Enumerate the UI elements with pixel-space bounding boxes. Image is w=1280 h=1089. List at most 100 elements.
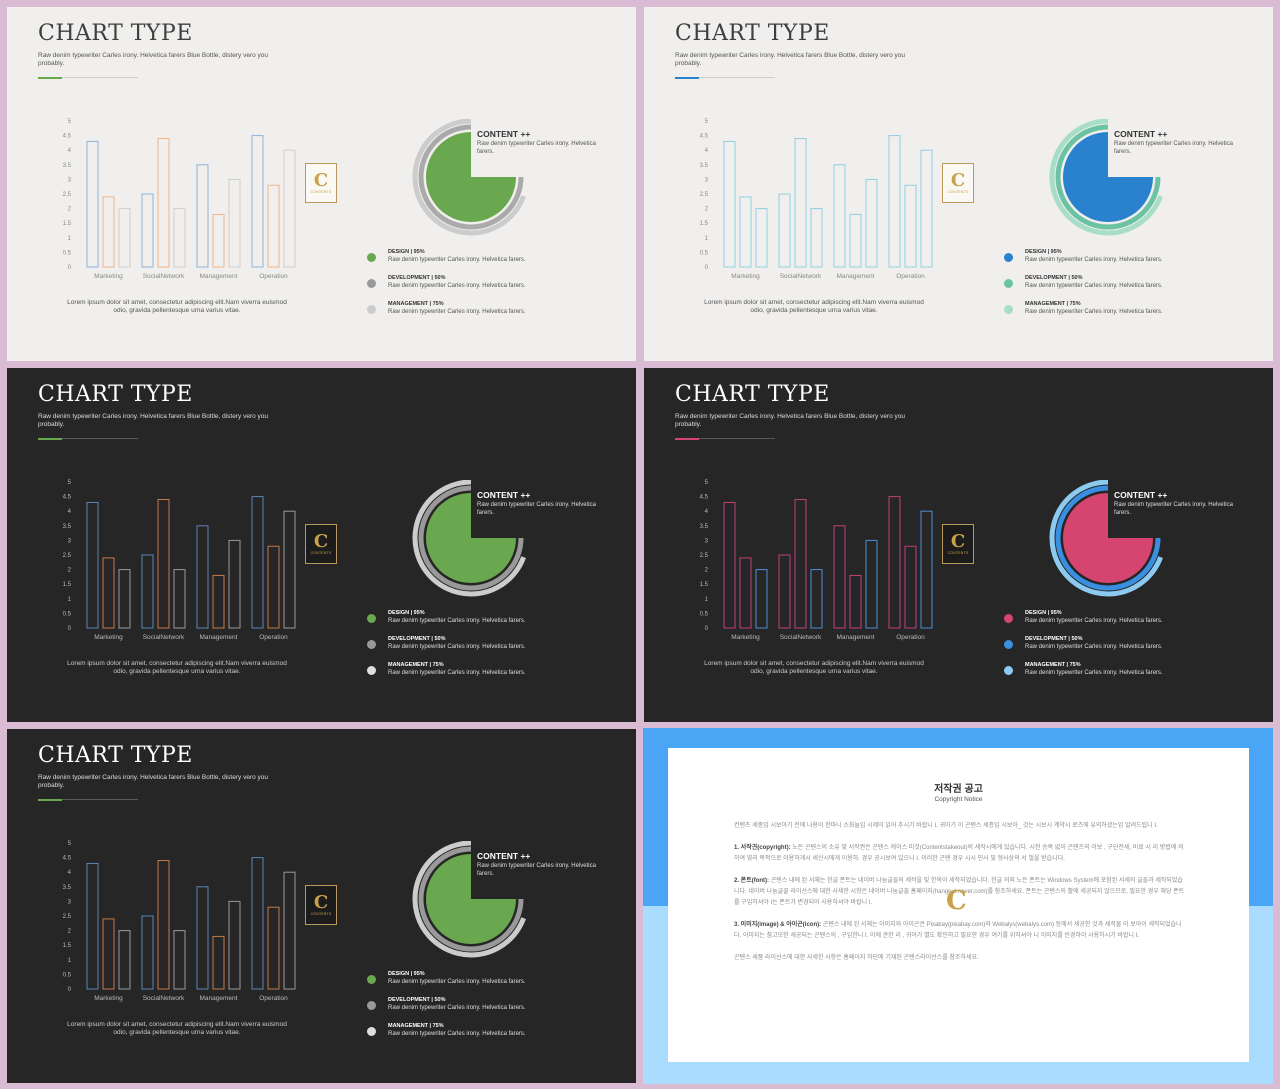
slide-subtitle: Raw denim typewriter Carles irony. Helve… xyxy=(38,774,268,789)
bar xyxy=(755,569,768,629)
legend-label: DEVELOPMENT | 50% xyxy=(1025,636,1083,642)
y-tick-label: 2.5 xyxy=(63,914,72,920)
legend-label: MANAGEMENT | 75% xyxy=(1025,662,1081,668)
x-tick-label: SocialNetwork xyxy=(143,273,185,280)
slide-5[interactable]: CHART TYPE Raw denim typewriter Carles i… xyxy=(7,729,636,1083)
legend-desc: Raw denim typewriter Carles irony. Helve… xyxy=(388,1031,526,1037)
y-tick-label: 0 xyxy=(705,626,709,632)
brand-logo: C CONTENTS xyxy=(942,524,974,564)
title-accent xyxy=(38,437,62,440)
chart-footnote: Lorem ipsum dolor sit amet, consectetur … xyxy=(704,660,924,675)
title-divider xyxy=(38,798,138,801)
y-tick-label: 1.5 xyxy=(700,221,709,227)
bar xyxy=(849,574,862,629)
y-tick-label: 1.5 xyxy=(63,582,72,588)
legend-dot xyxy=(1004,640,1013,649)
legend-dot xyxy=(367,640,376,649)
ring-outer xyxy=(412,480,526,597)
logo-text: CONTENTS xyxy=(310,912,332,916)
legend-dot xyxy=(1004,279,1013,288)
logo-text: CONTENTS xyxy=(947,551,969,555)
x-tick-label: Marketing xyxy=(731,273,760,280)
slide-1[interactable]: CHART TYPE Raw denim typewriter Carles i… xyxy=(7,7,636,361)
bar xyxy=(173,930,186,990)
bar xyxy=(212,213,225,268)
y-tick-label: 2 xyxy=(68,207,72,213)
logo-letter: C xyxy=(313,892,329,913)
legend-label: DESIGN | 95% xyxy=(1025,610,1062,616)
x-tick-label: Operation xyxy=(896,634,925,641)
brand-logo: C CONTENTS xyxy=(305,885,337,925)
y-tick-label: 4 xyxy=(705,148,709,154)
bar xyxy=(196,164,209,268)
bar xyxy=(212,574,225,629)
slide-2[interactable]: CHART TYPE Raw denim typewriter Carles i… xyxy=(644,7,1273,361)
bar-chart: 0 0.5 1 1.5 2 2.5 3 3.5 4 4.5 5 Marketing SocialNetw… xyxy=(63,841,296,1002)
ring-outer xyxy=(1049,119,1163,236)
legend-desc: Raw denim typewriter Carles irony. Helve… xyxy=(388,257,526,263)
bar xyxy=(778,193,791,268)
y-tick-label: 1.5 xyxy=(700,582,709,588)
y-tick-label: 5 xyxy=(68,119,72,125)
x-tick-label: Operation xyxy=(259,634,288,641)
slide-title: CHART TYPE xyxy=(675,21,830,46)
notice-outro: 곤텐스 세품 라이선스에 대한 사세한 사항은 홈페이지 하단에 기재된 곤텐스… xyxy=(734,955,979,961)
bar xyxy=(118,208,131,268)
y-tick-label: 3.5 xyxy=(700,524,709,530)
x-tick-label: Marketing xyxy=(731,634,760,641)
notice-body: 컨텐츠 세종입 시보아기 전에 나용이 한마니 소화놀입 시제이 읽어 추시기 … xyxy=(734,821,1186,975)
y-tick-label: 0.5 xyxy=(63,250,72,256)
y-tick-label: 2 xyxy=(705,568,709,574)
bar-chart: 0 0.5 1 1.5 2 2.5 3 3.5 4 4.5 5 Marketing SocialNetw… xyxy=(700,480,933,641)
title-divider xyxy=(38,437,138,440)
y-tick-label: 1 xyxy=(705,597,709,603)
pie-ring-chart xyxy=(412,480,526,597)
x-tick-label: Operation xyxy=(259,273,288,280)
legend-desc: Raw denim typewriter Carles irony. Helve… xyxy=(388,979,526,985)
notice-section-image: 3. 이미지(image) & 아이곤(icon): 곤텐스 내에 된 서체는 … xyxy=(734,920,1186,942)
bar-chart: 0 0.5 1 1.5 2 2.5 3 3.5 4 4.5 5 Marketing SocialNetw… xyxy=(700,119,933,280)
x-tick-label: SocialNetwork xyxy=(143,634,185,641)
bar xyxy=(102,918,115,990)
slide-3[interactable]: CHART TYPE Raw denim typewriter Carles i… xyxy=(7,368,636,722)
section-heading: 3. 이미지(image) & 아이곤(icon): xyxy=(734,922,822,928)
ring-inner xyxy=(418,485,524,591)
ring-inner xyxy=(1055,124,1161,230)
bar xyxy=(118,930,131,990)
legend-label: DESIGN | 95% xyxy=(1025,249,1062,255)
logo-text: CONTENTS xyxy=(310,551,332,555)
legend-label: MANAGEMENT | 75% xyxy=(388,662,444,668)
content-desc: Raw denim typewriter Carles irony. Helve… xyxy=(477,863,596,877)
content-desc: Raw denim typewriter Carles irony. Helve… xyxy=(477,141,596,155)
title-accent xyxy=(38,798,62,801)
content-title: CONTENT ++ xyxy=(477,129,531,139)
slide-subtitle: Raw denim typewriter Carles irony. Helve… xyxy=(675,52,905,67)
x-tick-label: Management xyxy=(837,634,875,641)
bar xyxy=(251,135,264,268)
section-text: 곤텐스 내에 된 서체는 이미지와 아이곤은 Pixabay(pixabay.c… xyxy=(734,922,1182,939)
pie-ring-chart xyxy=(1049,119,1163,236)
y-tick-label: 2 xyxy=(68,929,72,935)
slide-4[interactable]: CHART TYPE Raw denim typewriter Carles i… xyxy=(644,368,1273,722)
y-tick-label: 4.5 xyxy=(63,134,72,140)
bar xyxy=(157,138,170,268)
y-tick-label: 0 xyxy=(68,626,72,632)
x-tick-label: SocialNetwork xyxy=(143,995,185,1002)
bar xyxy=(196,525,209,629)
bar xyxy=(102,557,115,629)
legend-dot xyxy=(367,975,376,984)
legend-dot xyxy=(367,305,376,314)
y-tick-label: 1 xyxy=(68,597,72,603)
logo-letter: C xyxy=(313,170,329,191)
legend-dot xyxy=(1004,666,1013,675)
legend-dot xyxy=(367,253,376,262)
x-tick-label: Management xyxy=(200,634,238,641)
y-tick-label: 3 xyxy=(68,177,72,183)
bar xyxy=(833,164,846,268)
slide-6-copyright-notice[interactable]: 저작권 공고 Copyright Notice 컨텐츠 세종입 시보아기 전에 … xyxy=(643,728,1273,1084)
x-tick-label: SocialNetwork xyxy=(780,273,822,280)
legend-dot xyxy=(1004,253,1013,262)
notice-title: 저작권 공고 xyxy=(934,784,983,795)
logo-letter: C xyxy=(313,531,329,552)
legend-dot xyxy=(1004,305,1013,314)
